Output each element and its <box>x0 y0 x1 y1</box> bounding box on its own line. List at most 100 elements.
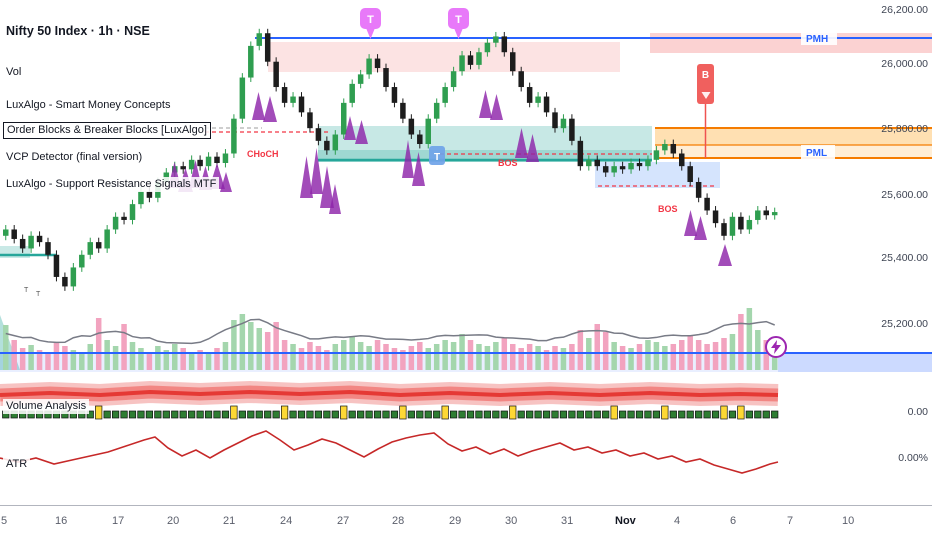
va-box <box>602 410 610 419</box>
volume-bar <box>679 340 685 370</box>
volume-bar <box>484 346 491 370</box>
candle-body <box>450 71 457 88</box>
volume-bar <box>172 344 178 370</box>
va-box <box>433 410 441 419</box>
volume-ma-line <box>5 318 775 345</box>
candle-body <box>366 58 372 75</box>
volume-bar <box>704 344 710 370</box>
va-box <box>255 410 263 419</box>
indicator-label-smc[interactable]: LuxAlgo - Smart Money Concepts <box>3 98 174 113</box>
volume-bar <box>366 346 372 370</box>
va-box <box>340 405 348 420</box>
candle-body <box>121 216 127 220</box>
volume-bar <box>79 352 85 370</box>
volume-bar <box>290 344 296 370</box>
signal-pin-text: T <box>367 14 374 26</box>
va-box <box>111 410 120 419</box>
vcp-triangle <box>252 92 265 120</box>
symbol-title[interactable]: Nifty 50 Index · 1h · NSE <box>3 24 153 39</box>
va-box <box>576 410 584 419</box>
candle-body <box>383 68 389 88</box>
vcp-triangle <box>329 184 341 214</box>
atr-line <box>0 430 779 474</box>
volume-bar <box>332 344 339 370</box>
time-label: 24 <box>280 515 293 527</box>
volume-bar <box>619 346 626 370</box>
volume-blue-band <box>778 354 932 372</box>
zone-supply-pink-left <box>268 42 620 72</box>
candle-body <box>569 118 575 141</box>
va-box <box>610 405 618 420</box>
volume-bar <box>425 348 431 370</box>
chart-label: BOS <box>498 158 518 168</box>
candle-body <box>307 112 313 129</box>
legend-row-vcp[interactable]: VCP Detector (final version) <box>3 147 146 165</box>
candle-body <box>36 235 43 243</box>
price-label: 26,200.00 <box>881 4 928 16</box>
va-box <box>737 405 745 420</box>
volume-bar <box>755 330 761 370</box>
va-box <box>247 410 255 419</box>
volume-bar <box>535 346 541 370</box>
candle-body <box>476 52 482 65</box>
va-box <box>145 410 153 419</box>
candle-body <box>231 118 237 154</box>
va-band-core <box>0 389 779 398</box>
candle-body <box>721 223 727 236</box>
candle-body <box>459 55 465 72</box>
va-box <box>331 410 339 419</box>
volume-bar <box>738 314 744 370</box>
va-box <box>509 405 517 420</box>
time-label: 4 <box>674 515 681 527</box>
symbol-legend[interactable]: Nifty 50 Index · 1h · NSE <box>3 22 153 40</box>
volume-bar <box>763 340 769 370</box>
indicator-label-volume-analysis[interactable]: Volume Analysis <box>3 399 90 414</box>
candle-body <box>755 210 761 220</box>
candle-body <box>146 191 153 198</box>
time-axis[interactable]: 5 16 17 20 21 24 27 28 29 30 31 Nov 4 6 7 10 <box>0 505 932 550</box>
volume-bar <box>231 320 237 370</box>
indicator-label-atr[interactable]: ATR <box>3 457 31 472</box>
volume-bar <box>408 346 415 370</box>
vcp-triangle <box>263 96 277 122</box>
legend-row-vol[interactable]: Vol <box>3 62 25 80</box>
indicator-label-srs[interactable]: LuxAlgo - Support Resistance Signals MTF <box>3 177 220 192</box>
volume-bar <box>53 342 60 370</box>
vcp-triangle <box>490 94 503 120</box>
price-axis[interactable]: 26,200.00 26,000.00 25,800.00 25,600.00 25,4… <box>870 0 932 505</box>
candle-body <box>324 140 330 151</box>
legend-row-smc[interactable]: LuxAlgo - Smart Money Concepts <box>3 95 174 113</box>
va-box <box>297 410 306 419</box>
candle-body <box>332 134 339 151</box>
legend-row-order-blocks[interactable]: Order Blocks & Breaker Blocks [LuxAlgo] <box>3 120 211 139</box>
price-label: 25,200.00 <box>881 318 928 330</box>
candle-body <box>670 144 677 154</box>
va-box <box>416 410 424 419</box>
va-box <box>399 405 407 420</box>
indicator-label-vol[interactable]: Vol <box>3 65 25 80</box>
va-box <box>357 410 365 419</box>
indicator-label-vcp[interactable]: VCP Detector (final version) <box>3 150 146 165</box>
signal-pin-tail <box>366 28 375 39</box>
va-box <box>348 410 356 419</box>
volume-bar <box>433 344 440 370</box>
vcp-triangle <box>684 210 697 236</box>
va-box <box>618 410 627 419</box>
candle-body <box>28 235 34 249</box>
candle-body <box>180 166 186 170</box>
candle-body <box>62 276 68 287</box>
legend-row-volume-analysis[interactable]: Volume Analysis <box>3 396 90 414</box>
va-box <box>289 410 297 419</box>
signal-pin <box>360 8 381 29</box>
time-label: 29 <box>449 515 462 527</box>
volume-bar <box>628 348 634 370</box>
candle-body <box>594 159 600 167</box>
candle-body <box>264 33 271 62</box>
volume-bar <box>543 350 550 370</box>
lightning-boost-button[interactable] <box>765 336 787 358</box>
indicator-label-order-blocks[interactable]: Order Blocks & Breaker Blocks [LuxAlgo] <box>3 122 211 139</box>
legend-row-srs[interactable]: LuxAlgo - Support Resistance Signals MTF <box>3 174 220 192</box>
signal-pin-tail <box>454 28 463 39</box>
legend-row-atr[interactable]: ATR <box>3 454 31 472</box>
